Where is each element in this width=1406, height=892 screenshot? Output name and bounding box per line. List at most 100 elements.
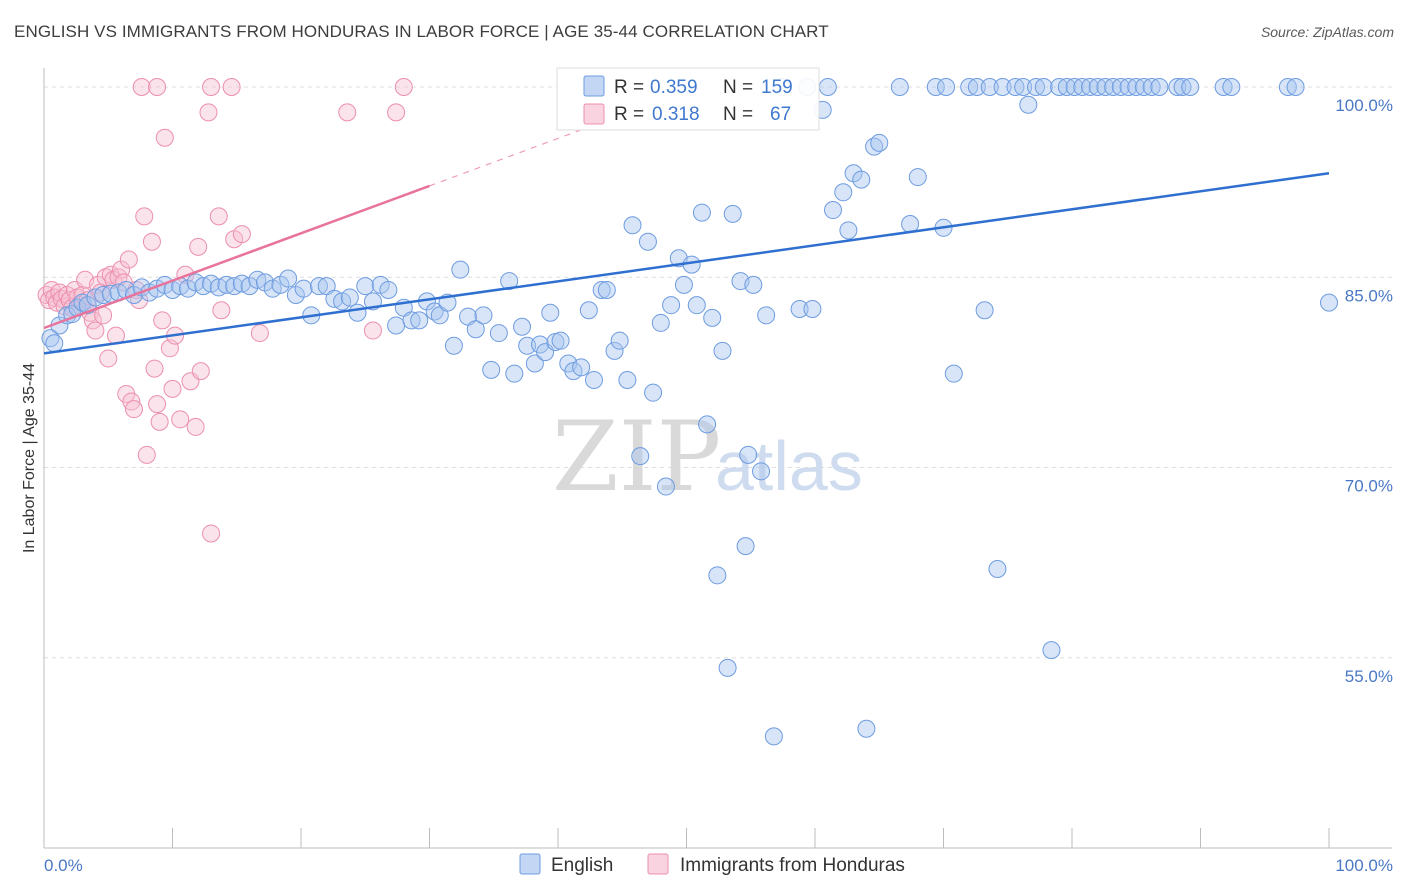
- english-point: [1222, 78, 1241, 97]
- english-point: [834, 183, 853, 202]
- bottom-legend-swatch-english: [519, 853, 541, 875]
- english-point: [960, 78, 979, 97]
- watermark-zip: ZIP: [552, 401, 721, 513]
- honduras-point: [137, 445, 156, 464]
- x-tick-labels: 0.0% 100.0%: [44, 856, 1393, 875]
- english-point: [692, 203, 711, 222]
- english-point: [597, 280, 616, 299]
- english-point: [844, 164, 863, 183]
- honduras-point: [155, 128, 174, 147]
- english-point: [1173, 78, 1192, 97]
- english-point: [1127, 78, 1146, 97]
- legend-n-label-honduras: N =: [723, 104, 753, 125]
- english-point: [178, 279, 197, 298]
- english-point: [1119, 78, 1138, 97]
- english-point: [1088, 78, 1107, 97]
- english-point: [744, 275, 763, 294]
- english-point: [610, 331, 629, 350]
- honduras-point: [212, 301, 231, 320]
- english-point: [1050, 78, 1069, 97]
- english-point: [908, 168, 927, 187]
- english-point: [1065, 78, 1084, 97]
- english-point: [1034, 78, 1053, 97]
- english-point: [1214, 78, 1233, 97]
- english-point: [309, 277, 328, 296]
- english-point: [489, 324, 508, 343]
- english-point: [1104, 78, 1123, 97]
- english-point: [739, 445, 758, 464]
- english-point: [505, 364, 524, 383]
- english-point: [1150, 78, 1169, 97]
- english-point: [870, 133, 889, 152]
- legend-swatch-english: [583, 75, 605, 97]
- honduras-point: [99, 349, 118, 368]
- english-point: [256, 273, 275, 292]
- source-label: Source: ZipAtlas.com: [1260, 24, 1394, 40]
- english-point: [551, 331, 570, 350]
- english-point: [340, 288, 359, 307]
- english-point: [980, 78, 999, 97]
- y-tick-label-1: 85.0%: [1345, 286, 1393, 305]
- bottom-legend: English Immigrants from Honduras: [519, 853, 905, 876]
- english-point: [444, 336, 463, 355]
- honduras-point: [199, 103, 218, 122]
- english-point: [1080, 78, 1099, 97]
- english-point: [1278, 78, 1297, 97]
- y-tick-label-0: 100.0%: [1335, 96, 1393, 115]
- honduras-point: [186, 417, 205, 436]
- english-point: [687, 296, 706, 315]
- english-point: [926, 78, 945, 97]
- english-point: [631, 447, 650, 466]
- english-point: [857, 719, 876, 738]
- english-point: [513, 317, 532, 336]
- honduras-point: [119, 250, 138, 269]
- english-point: [752, 462, 771, 481]
- english-point: [1286, 78, 1305, 97]
- english-point: [518, 336, 537, 355]
- bottom-legend-label-honduras: Immigrants from Honduras: [680, 855, 905, 876]
- english-point: [662, 296, 681, 315]
- english-point: [790, 299, 809, 318]
- honduras-point: [232, 225, 251, 244]
- english-point: [703, 308, 722, 327]
- english-point: [852, 170, 871, 189]
- honduras-point: [171, 410, 190, 429]
- honduras-point: [124, 400, 143, 419]
- legend-n-label-english: N =: [723, 77, 753, 98]
- english-point: [718, 658, 737, 677]
- english-point: [651, 313, 670, 332]
- english-point: [1027, 78, 1046, 97]
- trend-line-honduras: [43, 184, 430, 330]
- honduras-point: [148, 395, 167, 414]
- english-point: [541, 303, 560, 322]
- honduras-point: [250, 324, 269, 343]
- honduras-point: [148, 78, 167, 97]
- english-point: [713, 341, 732, 360]
- english-point: [644, 383, 663, 402]
- series-english-points: [41, 78, 1338, 746]
- bottom-legend-swatch-honduras: [647, 853, 669, 875]
- y-axis-label: In Labor Force | Age 35-44: [21, 363, 38, 553]
- english-point: [988, 559, 1007, 578]
- honduras-point: [222, 78, 241, 97]
- english-point: [482, 360, 501, 379]
- english-point: [348, 303, 367, 322]
- honduras-point: [338, 103, 357, 122]
- english-point: [286, 286, 305, 305]
- english-point: [451, 260, 470, 279]
- english-point: [94, 286, 113, 305]
- trend-lines: [43, 128, 1330, 355]
- chart-title: ENGLISH VS IMMIGRANTS FROM HONDURAS IN L…: [14, 22, 829, 41]
- series-honduras-points: [37, 78, 413, 543]
- english-point: [708, 566, 727, 585]
- english-point: [823, 201, 842, 220]
- english-point: [723, 204, 742, 223]
- english-point: [975, 301, 994, 320]
- english-point: [1042, 641, 1061, 660]
- watermark: ZIP atlas: [552, 401, 863, 513]
- honduras-point: [163, 379, 182, 398]
- english-point: [402, 311, 421, 330]
- english-point: [993, 78, 1012, 97]
- english-point: [638, 232, 657, 251]
